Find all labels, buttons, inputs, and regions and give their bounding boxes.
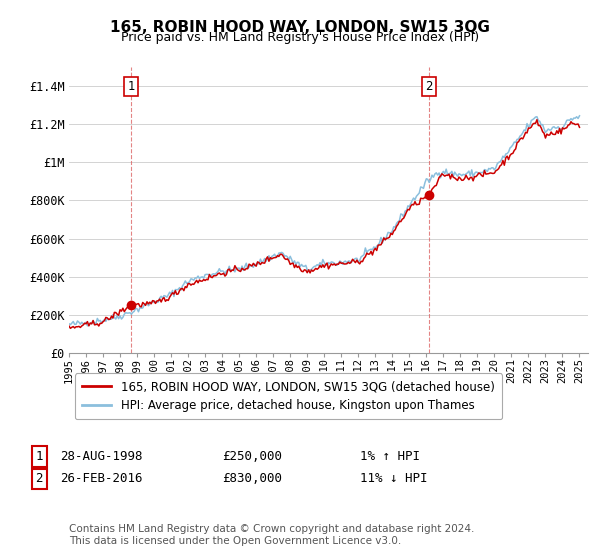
Legend: 165, ROBIN HOOD WAY, LONDON, SW15 3QG (detached house), HPI: Average price, deta: 165, ROBIN HOOD WAY, LONDON, SW15 3QG (d… xyxy=(75,373,502,419)
Text: 11% ↓ HPI: 11% ↓ HPI xyxy=(360,472,427,486)
Text: 1% ↑ HPI: 1% ↑ HPI xyxy=(360,450,420,463)
Text: 165, ROBIN HOOD WAY, LONDON, SW15 3QG: 165, ROBIN HOOD WAY, LONDON, SW15 3QG xyxy=(110,20,490,35)
Text: £250,000: £250,000 xyxy=(222,450,282,463)
Text: 2: 2 xyxy=(35,472,43,486)
Text: 1: 1 xyxy=(35,450,43,463)
Text: 1: 1 xyxy=(127,80,135,93)
Text: Contains HM Land Registry data © Crown copyright and database right 2024.
This d: Contains HM Land Registry data © Crown c… xyxy=(69,524,475,546)
Text: 2: 2 xyxy=(425,80,433,93)
Text: £830,000: £830,000 xyxy=(222,472,282,486)
Text: 26-FEB-2016: 26-FEB-2016 xyxy=(60,472,143,486)
Text: 28-AUG-1998: 28-AUG-1998 xyxy=(60,450,143,463)
Text: Price paid vs. HM Land Registry's House Price Index (HPI): Price paid vs. HM Land Registry's House … xyxy=(121,31,479,44)
